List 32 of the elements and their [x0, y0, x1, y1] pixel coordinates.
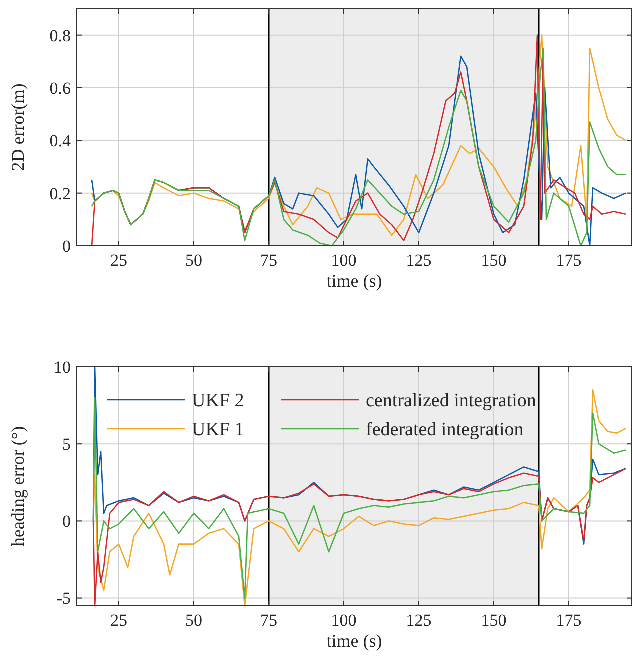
y-tick-label: 0.2 — [50, 184, 71, 204]
x-tick-label: 100 — [331, 251, 357, 270]
x-tick-label: 150 — [481, 251, 507, 270]
y-tick-label: 0.6 — [50, 78, 71, 98]
x-tick-label: 175 — [556, 611, 582, 630]
x-tick-label: 75 — [260, 611, 278, 630]
x-tick-label: 100 — [331, 611, 357, 630]
y-tick-label: 5 — [62, 435, 71, 454]
x-axis-title: time (s) — [326, 271, 382, 291]
y-tick-label: 10 — [54, 358, 71, 377]
y-tick-label: -5 — [56, 589, 71, 608]
x-tick-label: 25 — [110, 251, 128, 270]
legend-label: UKF 2 — [192, 390, 244, 412]
y-tick-label: 0.8 — [50, 26, 71, 46]
y-axis-title: heading error (°) — [8, 426, 28, 547]
x-tick-label: 125 — [406, 251, 432, 270]
y-tick-label: 0 — [62, 236, 71, 256]
x-tick-label: 50 — [186, 251, 202, 270]
x-tick-label: 25 — [110, 611, 128, 630]
x-axis-title: time (s) — [326, 631, 382, 651]
legend-label: federated integration — [366, 420, 524, 441]
y-tick-label: 0 — [62, 512, 71, 532]
x-tick-label: 175 — [556, 251, 582, 270]
x-tick-label: 75 — [260, 251, 278, 270]
legend-label: UKF 1 — [192, 420, 244, 441]
legend-label: centralized integration — [366, 390, 537, 412]
x-tick-label: 125 — [406, 611, 432, 630]
y-axis-title: 2D error(m) — [8, 84, 28, 172]
x-tick-label: 50 — [186, 611, 202, 630]
line-series — [92, 468, 627, 606]
x-tick-label: 150 — [481, 611, 507, 630]
y-tick-label: 0.4 — [50, 132, 72, 151]
